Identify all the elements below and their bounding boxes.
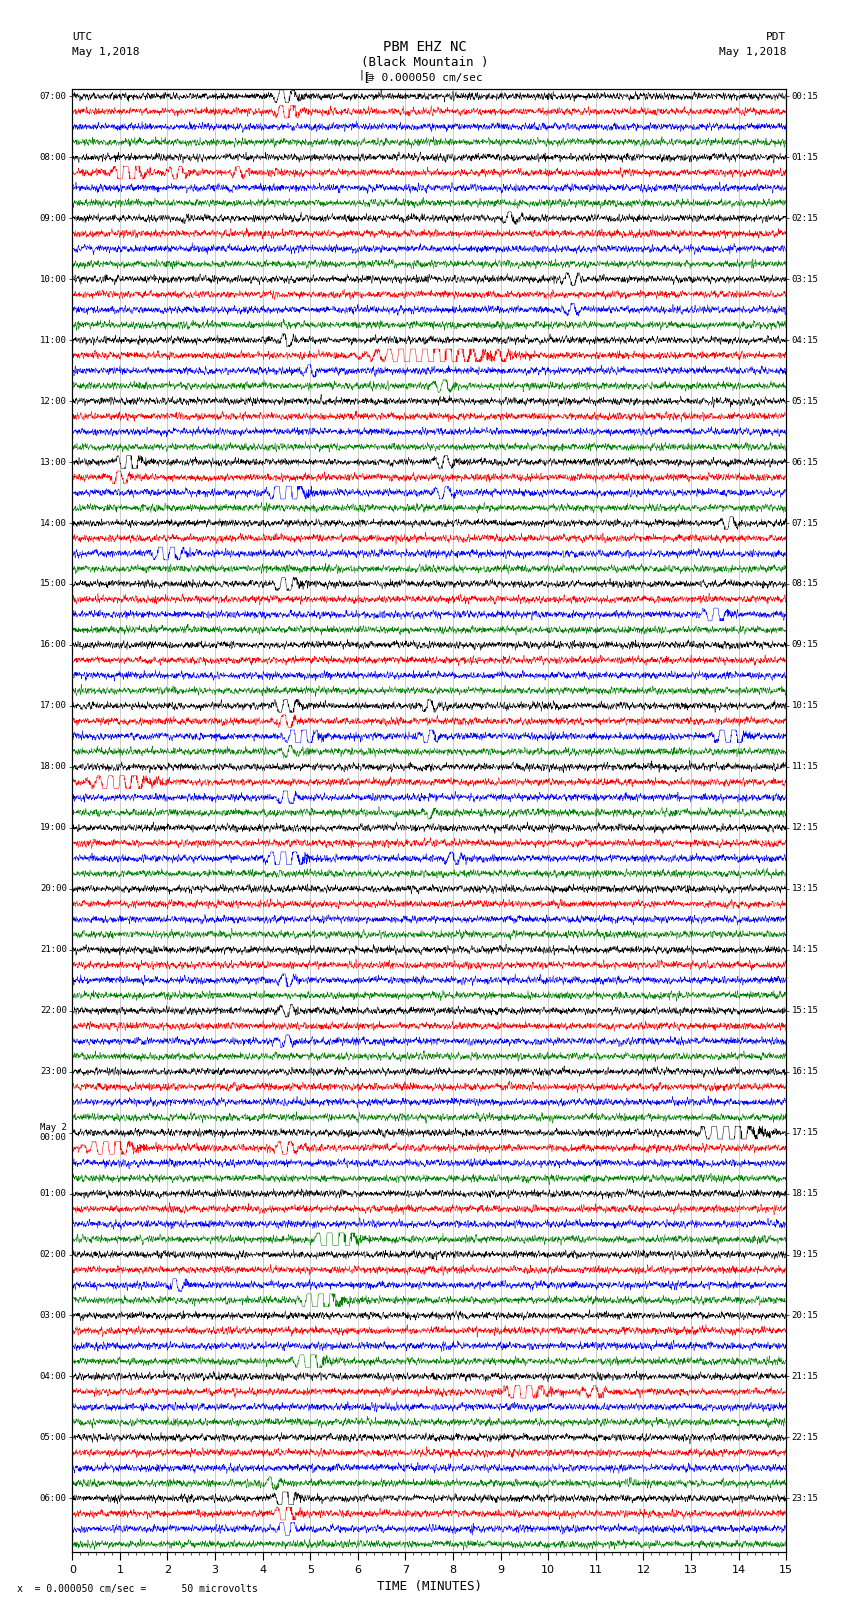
Text: = 0.000050 cm/sec: = 0.000050 cm/sec xyxy=(367,73,483,82)
Text: PDT: PDT xyxy=(766,32,786,42)
Text: x  = 0.000050 cm/sec =      50 microvolts: x = 0.000050 cm/sec = 50 microvolts xyxy=(17,1584,258,1594)
Text: May 1,2018: May 1,2018 xyxy=(719,47,786,56)
X-axis label: TIME (MINUTES): TIME (MINUTES) xyxy=(377,1581,482,1594)
Text: (Black Mountain ): (Black Mountain ) xyxy=(361,56,489,69)
Text: |: | xyxy=(359,69,364,81)
Text: May 1,2018: May 1,2018 xyxy=(72,47,139,56)
Text: UTC: UTC xyxy=(72,32,93,42)
Text: PBM EHZ NC: PBM EHZ NC xyxy=(383,40,467,55)
Text: [: [ xyxy=(362,71,369,84)
Text: □: □ xyxy=(367,73,372,82)
